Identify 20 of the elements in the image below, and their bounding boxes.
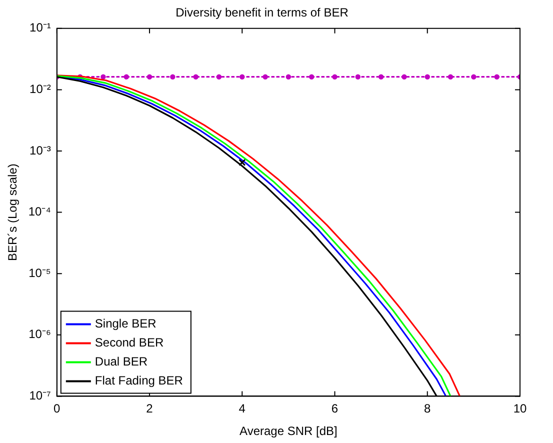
x-tick-label: 10	[513, 402, 527, 416]
x-tick-label: 2	[146, 402, 154, 416]
legend-label: Dual BER	[94, 354, 148, 369]
x-axis-title: Average SNR [dB]	[240, 424, 338, 438]
x-tick-label: 6	[331, 402, 338, 416]
y-tick-label: 10⁻⁵	[28, 266, 51, 280]
chart-title: Diversity benefit in terms of BER	[176, 6, 349, 20]
y-tick-label: 10⁻⁷	[29, 388, 51, 403]
x-tick-label: 8	[424, 402, 432, 416]
y-tick-label: 10⁻⁶	[28, 327, 51, 342]
y-tick-label: 10⁻³	[30, 143, 51, 158]
y-axis-title: BER´s (Log scale)	[6, 164, 20, 261]
y-tick-label: 10⁻²	[30, 82, 51, 96]
x-tick-label: 0	[54, 402, 61, 416]
y-tick-label: 10⁻⁴	[28, 204, 51, 219]
legend-label: Second BER	[94, 336, 164, 350]
legend-label: Single BER	[94, 316, 157, 331]
legend-label: Flat Fading BER	[94, 374, 184, 388]
y-tick-label: 10⁻¹	[30, 20, 51, 35]
x-tick-label: 4	[238, 402, 246, 416]
